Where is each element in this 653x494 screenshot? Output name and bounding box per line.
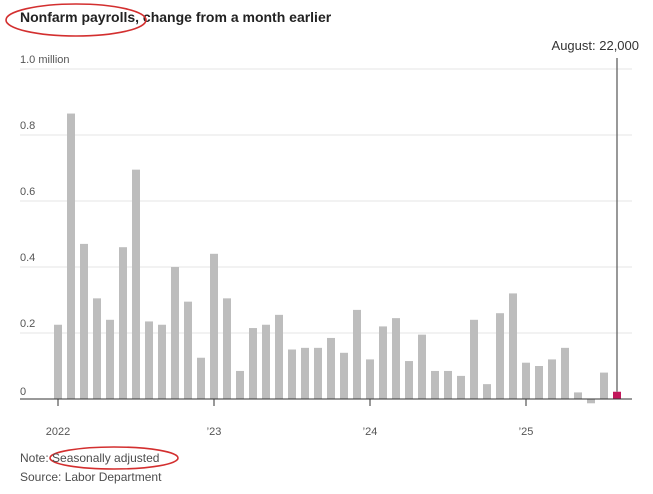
- bar: [171, 267, 179, 399]
- bar: [262, 324, 270, 399]
- annotation-label: August: 22,000: [552, 38, 639, 53]
- y-tick-label: 0.6: [20, 186, 35, 198]
- bar: [236, 370, 244, 399]
- bar: [145, 321, 153, 399]
- gridlines: [20, 68, 632, 334]
- y-tick-label: 1.0 million: [20, 54, 70, 66]
- bar: [249, 328, 257, 399]
- bar: [561, 347, 569, 399]
- bar: [353, 309, 361, 399]
- bar: [405, 361, 413, 399]
- bar: [301, 347, 309, 399]
- y-tick-label: 0.8: [20, 120, 35, 132]
- y-tick-label: 0: [20, 386, 26, 398]
- bars: [54, 113, 621, 404]
- bar: [288, 349, 296, 399]
- bar: [314, 347, 322, 399]
- chart-title: Nonfarm payrolls, change from a month ea…: [20, 9, 332, 25]
- bar: [223, 298, 231, 399]
- bar: [522, 362, 530, 399]
- annotation: August: 22,000: [552, 38, 639, 392]
- bar: [431, 370, 439, 399]
- x-tick-label: ’24: [363, 426, 378, 438]
- x-tick-label: ’25: [519, 426, 534, 438]
- bar: [444, 370, 452, 399]
- bar: [366, 359, 374, 399]
- note-highlight-circle: [49, 446, 179, 470]
- bar: [483, 384, 491, 399]
- bar: [600, 372, 608, 399]
- bar: [106, 319, 114, 399]
- bar: [535, 366, 543, 399]
- highlight-bar: [613, 391, 621, 399]
- bar: [509, 293, 517, 399]
- bar: [80, 243, 88, 399]
- x-tick-label: 2022: [46, 426, 70, 438]
- bar: [379, 326, 387, 399]
- bar: [340, 352, 348, 399]
- bar: [119, 247, 127, 399]
- y-tick-label: 0.2: [20, 318, 35, 330]
- bar: [197, 357, 205, 399]
- x-tick-label: ’23: [207, 426, 222, 438]
- bar: [93, 298, 101, 399]
- chart-note: Note: Seasonally adjusted: [20, 451, 160, 465]
- title-highlight-circle: [5, 3, 147, 37]
- x-axis-labels: 2022 ’23 ’24 ’25: [46, 399, 534, 438]
- bar: [457, 375, 465, 399]
- bar: [67, 113, 75, 400]
- bar: [392, 318, 400, 399]
- bar: [496, 313, 504, 399]
- chart-source: Source: Labor Department: [20, 470, 162, 484]
- bar: [275, 314, 283, 399]
- bar: [184, 301, 192, 399]
- bar: [210, 253, 218, 399]
- bar: [574, 392, 582, 399]
- bar: [132, 169, 140, 399]
- y-tick-label: 0.4: [20, 252, 35, 264]
- y-axis-labels: 1.0 million 0.8 0.6 0.4 0.2 0: [20, 54, 70, 398]
- bar: [54, 324, 62, 399]
- bar: [587, 399, 595, 404]
- bar: [158, 324, 166, 399]
- bar: [418, 334, 426, 399]
- bar: [470, 319, 478, 399]
- bar: [548, 359, 556, 399]
- bar: [327, 337, 335, 399]
